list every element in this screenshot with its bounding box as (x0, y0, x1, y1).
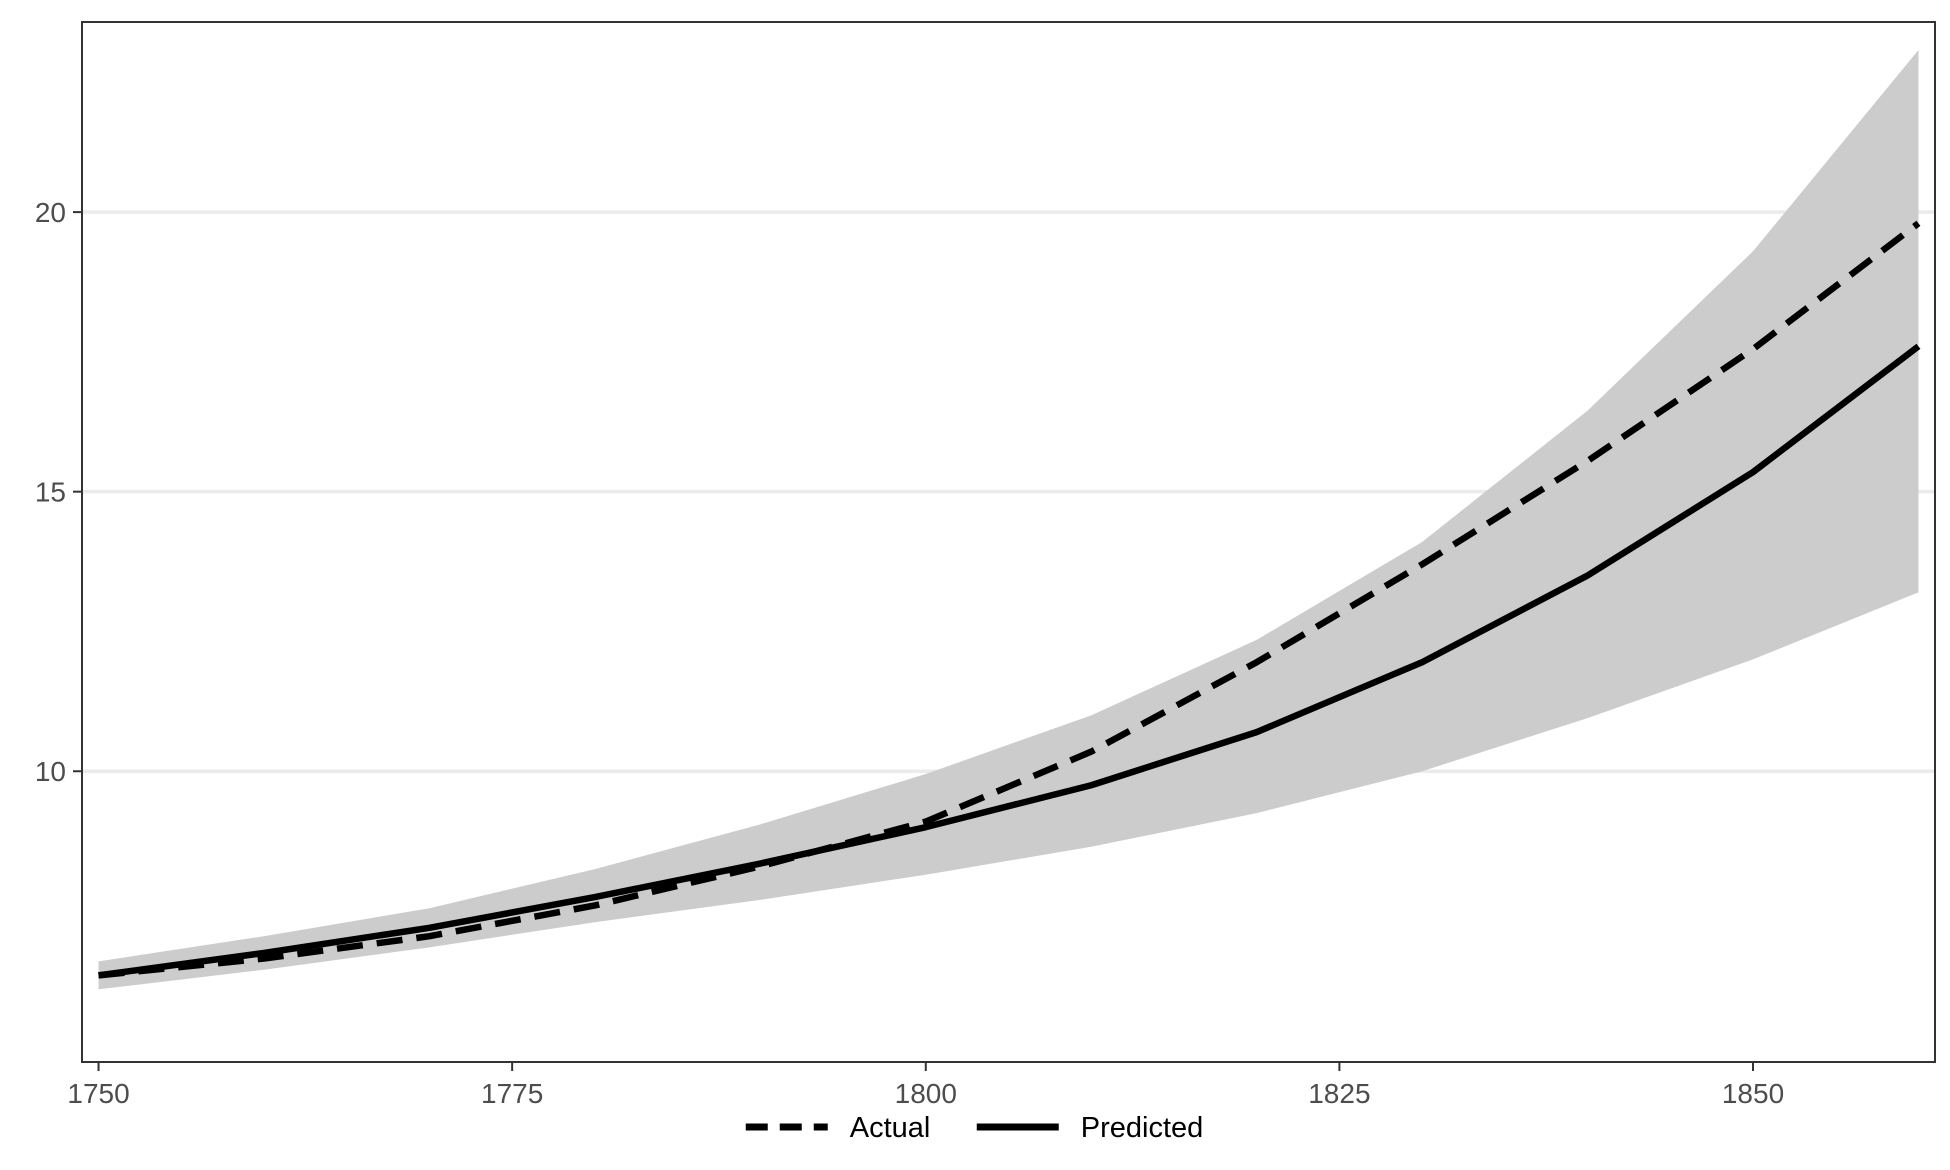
x-tick-label-1750: 1750 (67, 1078, 129, 1109)
y-tick-label-10: 10 (35, 756, 66, 787)
series-lines (98, 220, 1921, 979)
x-axis: 1750 1775 1800 1825 1850 (67, 1062, 1784, 1109)
x-tick-label-1800: 1800 (895, 1078, 957, 1109)
panel-border (81, 21, 1936, 1063)
x-tick-label-1775: 1775 (481, 1078, 543, 1109)
y-tick-label-20: 20 (35, 197, 66, 228)
legend-label-predicted: Predicted (1081, 1112, 1204, 1144)
series-line-actual (98, 220, 1921, 979)
y-tick-label-15: 15 (35, 477, 66, 508)
x-tick-label-1825: 1825 (1308, 1078, 1370, 1109)
x-tick-label-1850: 1850 (1722, 1078, 1784, 1109)
y-axis: 10 15 20 (35, 197, 82, 787)
series-line-predicted (98, 343, 1921, 979)
confidence-band (98, 49, 1919, 990)
legend: Actual Predicted (745, 1112, 1204, 1144)
confidence-ribbon (98, 49, 1919, 990)
legend-label-actual: Actual (850, 1112, 931, 1144)
